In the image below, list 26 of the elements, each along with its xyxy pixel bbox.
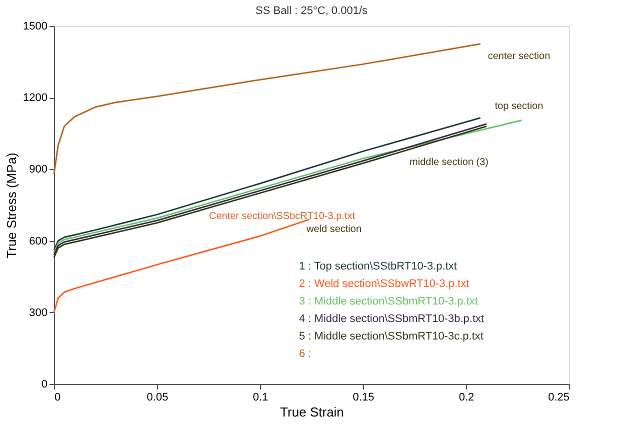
x-tick-label: 0.1 xyxy=(252,392,268,404)
chart-title: SS Ball : 25°C, 0.001/s xyxy=(255,5,368,17)
y-tick-label: 1200 xyxy=(23,92,48,104)
text: 2 : Weld section\SSbwRT10-3.p.txt xyxy=(299,278,470,290)
annotation: center section xyxy=(488,51,550,62)
y-tick-label: 600 xyxy=(29,235,48,248)
text: 1 : Top section\SStbRT10-3.p.txt xyxy=(299,260,457,272)
annotation: Center section\SSbcRT10-3.p.txt xyxy=(209,211,356,222)
x-tick-label: 0.05 xyxy=(146,392,168,404)
annotation: weld section xyxy=(305,224,362,235)
text: 4 : Middle section\SSbmRT10-3b.p.txt xyxy=(299,313,484,325)
y-tick-label: 0 xyxy=(41,378,48,390)
x-tick-label: 0 xyxy=(54,392,61,404)
text: 5 : Middle section\SSbmRT10-3c.p.txt xyxy=(299,330,484,342)
x-tick-label: 0.25 xyxy=(548,392,570,404)
x-axis-title: True Strain xyxy=(280,404,344,420)
x-tick-label: 0.2 xyxy=(458,392,474,404)
annotation: 6 : xyxy=(299,348,312,360)
annotation: middle section (3) xyxy=(410,157,488,168)
x-tick-label: 0.15 xyxy=(352,392,374,404)
text: 3 : Middle section\SSbmRT10-3.p.txt xyxy=(299,296,478,308)
y-tick-label: 900 xyxy=(29,164,48,176)
annotation: top section xyxy=(494,101,544,112)
y-axis-title: True Stress (MPa) xyxy=(4,152,20,258)
y-tick-label: 1500 xyxy=(23,20,48,32)
y-tick-label: 300 xyxy=(29,306,48,319)
